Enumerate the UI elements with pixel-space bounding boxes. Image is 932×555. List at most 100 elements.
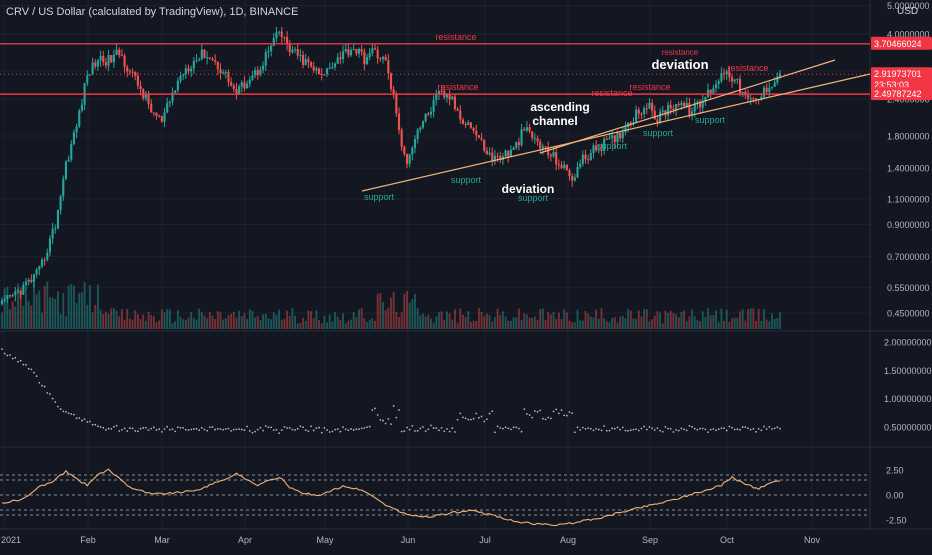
candle-body bbox=[669, 104, 672, 109]
price-label-tag[interactable] bbox=[871, 36, 932, 50]
candle-body bbox=[315, 68, 318, 71]
volume-bar bbox=[379, 293, 382, 329]
indicator-point bbox=[400, 430, 403, 433]
volume-bar bbox=[635, 318, 638, 329]
candle-body bbox=[296, 49, 299, 56]
volume-bar bbox=[310, 311, 313, 329]
volume-bar bbox=[17, 283, 19, 329]
candle-body bbox=[59, 196, 62, 210]
candle-body bbox=[504, 150, 507, 157]
indicator-point bbox=[374, 407, 376, 410]
volume-bar bbox=[382, 302, 384, 329]
indicator-point bbox=[33, 371, 35, 374]
volume-bar bbox=[54, 298, 57, 329]
volume-bar bbox=[616, 322, 619, 329]
indicator-point bbox=[581, 426, 584, 429]
indicator-point bbox=[675, 428, 677, 431]
indicator-point bbox=[94, 423, 97, 426]
indicator-point bbox=[603, 425, 606, 427]
candle-body bbox=[752, 98, 755, 100]
indicator-point bbox=[259, 426, 262, 429]
volume-bar bbox=[493, 316, 496, 329]
candle-body bbox=[262, 65, 265, 70]
indicator-point bbox=[661, 430, 664, 433]
volume-bar bbox=[334, 311, 336, 329]
volume-bar bbox=[147, 311, 150, 329]
indicator-point bbox=[752, 427, 755, 430]
candle-body bbox=[211, 58, 214, 61]
price-tick-label: 4.0000000 bbox=[887, 30, 930, 40]
volume-bar bbox=[168, 309, 171, 329]
indicator-point bbox=[552, 410, 555, 413]
indicator-point bbox=[240, 428, 243, 431]
candle-body bbox=[397, 113, 401, 130]
volume-bar bbox=[3, 288, 6, 329]
indicator-point bbox=[414, 430, 416, 432]
candle-body bbox=[347, 48, 350, 56]
indicator-point bbox=[560, 409, 563, 412]
volume-bar bbox=[35, 294, 38, 329]
indicator-point bbox=[664, 425, 667, 428]
candle-body bbox=[584, 154, 587, 160]
indicator-point bbox=[755, 430, 757, 433]
candle-body bbox=[688, 102, 691, 116]
indicator-point bbox=[701, 427, 704, 430]
indicator-point bbox=[776, 426, 779, 429]
candle-body bbox=[565, 164, 568, 171]
indicator-point bbox=[395, 416, 398, 419]
indicator-point bbox=[86, 421, 89, 423]
indicator-point bbox=[536, 410, 539, 413]
candle-body bbox=[581, 154, 584, 164]
currency-label[interactable]: USD bbox=[897, 6, 919, 17]
volume-bar bbox=[544, 320, 547, 329]
price-label-tag[interactable] bbox=[871, 67, 932, 92]
indicator-point bbox=[6, 354, 9, 357]
volume-bar bbox=[376, 293, 379, 329]
candle-body bbox=[643, 108, 646, 115]
indicator-point bbox=[99, 425, 102, 428]
volume-bar bbox=[632, 318, 635, 329]
candle-body bbox=[464, 124, 467, 126]
price-label-tag[interactable] bbox=[871, 87, 932, 101]
volume-bar bbox=[779, 312, 781, 329]
candle-body bbox=[685, 102, 688, 107]
volume-bar bbox=[512, 317, 515, 329]
candle-body bbox=[72, 132, 76, 145]
volume-bar bbox=[677, 317, 680, 329]
indicator-point bbox=[555, 408, 558, 411]
indicator-point bbox=[192, 428, 195, 430]
candle-body bbox=[675, 104, 678, 110]
indicator-tick-label: 2.00000000 bbox=[884, 338, 932, 348]
indicator-point bbox=[46, 392, 49, 394]
channel-resistance-line[interactable] bbox=[539, 59, 836, 154]
candle-body bbox=[123, 55, 126, 67]
volume-bar bbox=[624, 318, 627, 329]
volume-bar bbox=[499, 315, 502, 329]
indicator-point bbox=[1, 348, 3, 351]
candle-body bbox=[621, 132, 624, 139]
candle-body bbox=[22, 285, 25, 295]
indicator-point bbox=[278, 432, 280, 434]
candle-body bbox=[267, 51, 270, 53]
time-tick-label: Jul bbox=[479, 535, 491, 545]
indicator-point bbox=[422, 426, 424, 428]
time-tick-label: 2021 bbox=[1, 535, 21, 545]
candle-body bbox=[120, 55, 123, 57]
volume-bar bbox=[725, 309, 728, 329]
price-tick-label: 1.1000000 bbox=[887, 194, 930, 204]
indicator-point bbox=[368, 425, 371, 428]
candle-body bbox=[144, 94, 147, 99]
volume-bar bbox=[51, 297, 54, 329]
candle-body bbox=[333, 63, 337, 68]
indicator-point bbox=[472, 417, 475, 420]
indicator-point bbox=[446, 427, 448, 430]
volume-bar bbox=[643, 309, 646, 329]
indicator-point bbox=[725, 429, 728, 432]
candle-body bbox=[192, 60, 195, 69]
candle-body bbox=[328, 68, 331, 70]
channel-support-line[interactable] bbox=[361, 73, 871, 192]
volume-bar bbox=[283, 318, 286, 329]
candle-body bbox=[208, 57, 211, 59]
